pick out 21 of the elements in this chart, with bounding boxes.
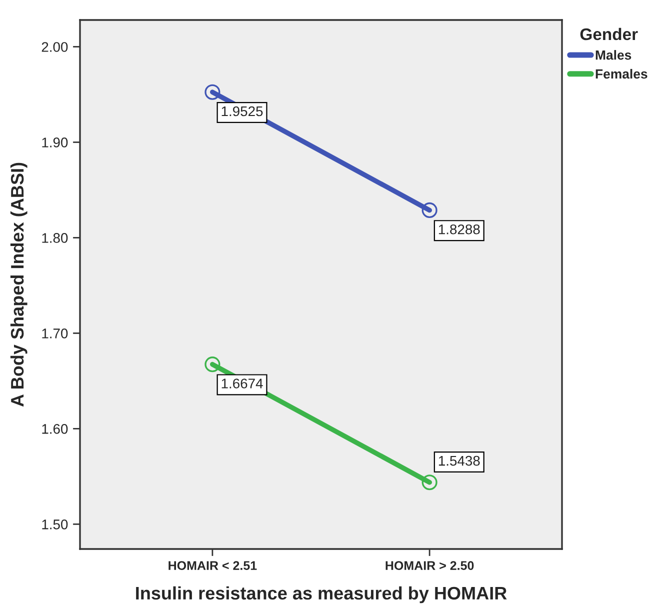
y-tick-label: 1.60 xyxy=(42,424,68,434)
data-label: 1.9525 xyxy=(222,106,263,116)
y-tick-label: 1.50 xyxy=(42,520,68,530)
data-label: 1.6674 xyxy=(222,378,263,388)
point xyxy=(422,202,438,218)
y-tick-label: 1.90 xyxy=(42,138,68,148)
y-tick-label: 2.00 xyxy=(42,42,68,52)
point xyxy=(204,84,220,100)
data-label: 1.5438 xyxy=(438,456,480,466)
y-tick-label: 1.70 xyxy=(42,328,68,338)
y-tick-label: 1.80 xyxy=(42,233,68,243)
y-axis-title: A Body Shaped Index (ABSI) xyxy=(10,162,28,407)
x-tick-label: HOMAIR < 2.51 xyxy=(168,561,257,570)
point xyxy=(422,474,438,490)
x-axis-title: Insulin resistance as measured by HOMAIR xyxy=(136,586,507,604)
legend-title: Gender xyxy=(580,28,638,40)
point xyxy=(204,356,220,372)
legend-label: Females xyxy=(596,68,648,79)
legend-label: Males xyxy=(596,50,632,60)
x-tick-label: HOMAIR > 2.50 xyxy=(386,561,474,570)
data-label: 1.8288 xyxy=(438,224,480,234)
